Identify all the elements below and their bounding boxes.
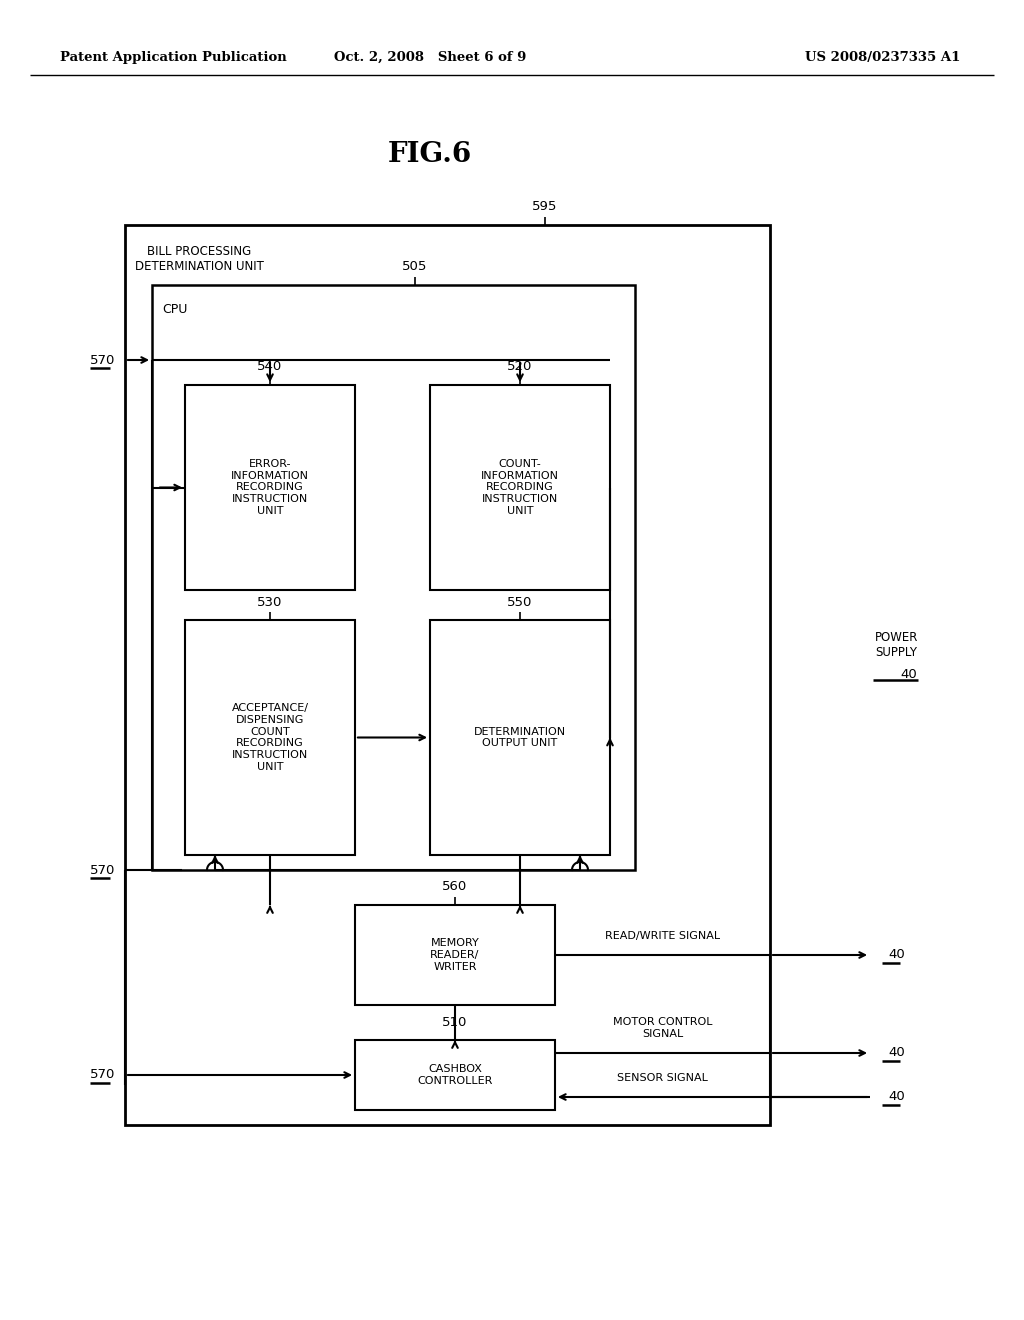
Text: Oct. 2, 2008   Sheet 6 of 9: Oct. 2, 2008 Sheet 6 of 9 <box>334 50 526 63</box>
Text: 560: 560 <box>442 880 468 894</box>
Text: MOTOR CONTROL
SIGNAL: MOTOR CONTROL SIGNAL <box>612 1018 713 1039</box>
Text: CASHBOX
CONTROLLER: CASHBOX CONTROLLER <box>418 1064 493 1086</box>
Text: 40: 40 <box>888 1047 905 1060</box>
Text: 530: 530 <box>257 595 283 609</box>
Bar <box>355 1040 555 1110</box>
Bar <box>185 620 355 855</box>
Text: 505: 505 <box>402 260 428 273</box>
Text: DETERMINATION
OUTPUT UNIT: DETERMINATION OUTPUT UNIT <box>474 727 566 748</box>
Text: 510: 510 <box>442 1015 468 1028</box>
Text: US 2008/0237335 A1: US 2008/0237335 A1 <box>805 50 961 63</box>
Text: ERROR-
INFORMATION
RECORDING
INSTRUCTION
UNIT: ERROR- INFORMATION RECORDING INSTRUCTION… <box>231 459 309 516</box>
Text: 550: 550 <box>507 595 532 609</box>
Text: READ/WRITE SIGNAL: READ/WRITE SIGNAL <box>605 931 720 941</box>
Text: 570: 570 <box>90 863 115 876</box>
Text: POWER
SUPPLY: POWER SUPPLY <box>874 631 919 659</box>
Text: MEMORY
READER/
WRITER: MEMORY READER/ WRITER <box>430 939 479 972</box>
Bar <box>125 224 770 1125</box>
Bar <box>430 620 610 855</box>
Bar <box>430 385 610 590</box>
Text: SENSOR SIGNAL: SENSOR SIGNAL <box>617 1073 708 1082</box>
Text: 540: 540 <box>257 360 283 374</box>
Text: BILL PROCESSING
DETERMINATION UNIT: BILL PROCESSING DETERMINATION UNIT <box>135 246 264 273</box>
Text: CPU: CPU <box>162 304 187 315</box>
Text: FIG.6: FIG.6 <box>388 141 472 169</box>
Text: Patent Application Publication: Patent Application Publication <box>60 50 287 63</box>
Text: COUNT-
INFORMATION
RECORDING
INSTRUCTION
UNIT: COUNT- INFORMATION RECORDING INSTRUCTION… <box>481 459 559 516</box>
Bar <box>185 385 355 590</box>
Text: 595: 595 <box>532 201 558 214</box>
Text: 570: 570 <box>90 354 115 367</box>
Text: 40: 40 <box>900 668 916 681</box>
Text: 40: 40 <box>888 949 905 961</box>
Text: ACCEPTANCE/
DISPENSING
COUNT
RECORDING
INSTRUCTION
UNIT: ACCEPTANCE/ DISPENSING COUNT RECORDING I… <box>231 704 308 771</box>
Text: 520: 520 <box>507 360 532 374</box>
Text: 40: 40 <box>888 1090 905 1104</box>
Bar <box>152 285 635 870</box>
Bar <box>355 906 555 1005</box>
Text: 570: 570 <box>90 1068 115 1081</box>
